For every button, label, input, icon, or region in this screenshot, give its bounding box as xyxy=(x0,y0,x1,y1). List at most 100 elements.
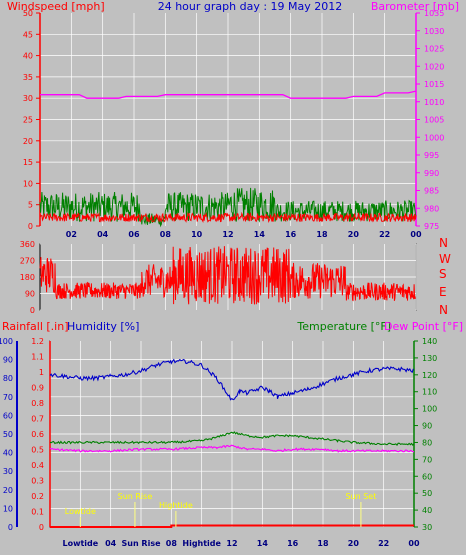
rainfall-tick-label: 0.7 xyxy=(31,415,44,424)
humidity-tick-label: 10 xyxy=(3,504,13,513)
temperature-tick-label: 90 xyxy=(422,422,432,431)
temperature-tick-label: 120 xyxy=(422,371,437,380)
panel3-x-tick-label: 14 xyxy=(257,539,269,548)
panel3-x-tick-label: 04 xyxy=(105,539,117,548)
windspeed-tick-label: 15 xyxy=(23,158,33,167)
rainfall-tick-label: 0 xyxy=(39,523,44,532)
panel1-x-tick-label: 04 xyxy=(97,230,109,239)
barometer-tick-label: 1025 xyxy=(424,45,444,54)
panel3-x-tick-label: 20 xyxy=(348,539,360,548)
dewpoint-axis-label: Dew Point [°F] xyxy=(384,320,463,333)
panel3-x-tick-label: Hightide xyxy=(182,539,221,548)
humidity-axis-label: Humidity [%] xyxy=(67,320,139,333)
windspeed-tick-label: 50 xyxy=(23,9,33,18)
barometer-tick-label: 980 xyxy=(424,204,439,213)
barometer-tick-label: 985 xyxy=(424,187,439,196)
barometer-axis-label: Barometer [mb] xyxy=(371,0,459,13)
panel1-x-tick-label: 08 xyxy=(160,230,172,239)
barometer-tick-label: 1030 xyxy=(424,27,444,36)
barometer-tick-label: 990 xyxy=(424,169,439,178)
barometer-tick-label: 1015 xyxy=(424,80,444,89)
barometer-tick-label: 995 xyxy=(424,151,439,160)
rainfall-line xyxy=(50,524,414,528)
panel1-x-tick-label: 22 xyxy=(379,230,390,239)
temperature-tick-label: 80 xyxy=(422,438,432,447)
humidity-tick-label: 80 xyxy=(3,374,13,383)
temperature-tick-label: 100 xyxy=(422,405,437,414)
barometer-tick-label: 1035 xyxy=(424,9,444,18)
gust-line xyxy=(39,211,417,224)
rainfall-tick-label: 0.9 xyxy=(31,384,44,393)
panel3-x-tick-label: 12 xyxy=(226,539,237,548)
temperature-line xyxy=(49,431,415,446)
direction-tick-label: 90 xyxy=(25,290,35,299)
panel1-x-tick-label: 06 xyxy=(128,230,140,239)
temperature-tick-label: 110 xyxy=(422,388,437,397)
humidity-tick-label: 100 xyxy=(0,337,13,346)
direction-tick-label: 0 xyxy=(30,306,35,315)
panel3-x-tick-label: Lowtide xyxy=(62,539,98,548)
rainfall-tick-label: 1.2 xyxy=(31,337,44,346)
windspeed-line xyxy=(39,187,417,228)
panel1-x-tick-label: 12 xyxy=(222,230,233,239)
windspeed-tick-label: 10 xyxy=(23,179,33,188)
direction-tick-label: 270 xyxy=(20,257,35,266)
windspeed-tick-label: 0 xyxy=(28,222,33,231)
temperature-axis-label: Temperature [°F] xyxy=(296,320,391,333)
panel3-x-tick-label: 00 xyxy=(408,539,420,548)
rainfall-tick-label: 0.4 xyxy=(31,461,44,470)
panel1-x-tick-label: 16 xyxy=(285,230,297,239)
humidity-tick-label: 90 xyxy=(3,356,13,365)
rainfall-axis-label: Rainfall [.in] xyxy=(2,320,69,333)
panel1-x-tick-label: 20 xyxy=(348,230,360,239)
direction-label-w: W xyxy=(439,252,451,266)
temperature-tick-label: 130 xyxy=(422,354,437,363)
direction-label-n-bottom: N xyxy=(439,303,448,317)
wind-direction-line xyxy=(39,246,416,305)
barometer-tick-label: 1020 xyxy=(424,62,444,71)
panel3-x-tick-label: 08 xyxy=(166,539,178,548)
windspeed-tick-label: 20 xyxy=(23,137,33,146)
panel1-x-tick-label: 02 xyxy=(66,230,77,239)
rainfall-tick-label: 0.6 xyxy=(31,430,44,439)
chart-title: 24 hour graph day : 19 May 2012 xyxy=(158,0,343,13)
panel1-x-tick-label: 14 xyxy=(254,230,266,239)
windspeed-tick-label: 5 xyxy=(28,201,33,210)
rainfall-tick-label: 0.3 xyxy=(31,477,44,486)
lowtide-annotation: Lowtide xyxy=(65,507,96,516)
hightide-annotation: Hightide xyxy=(159,501,193,510)
humidity-tick-label: 30 xyxy=(3,467,13,476)
panel3-x-tick-label: 22 xyxy=(378,539,389,548)
humidity-tick-label: 40 xyxy=(3,449,13,458)
barometer-tick-label: 1000 xyxy=(424,133,444,142)
direction-tick-label: 180 xyxy=(20,273,35,282)
humidity-tick-label: 70 xyxy=(3,393,13,402)
rainfall-tick-label: 0.5 xyxy=(31,446,44,455)
rainfall-tick-label: 1.1 xyxy=(31,353,44,362)
dewpoint-line xyxy=(49,444,415,453)
humidity-line xyxy=(49,358,414,401)
panel1-x-tick-label: 00 xyxy=(410,230,422,239)
direction-label-e: E xyxy=(439,285,447,299)
rainfall-tick-label: 1 xyxy=(39,368,44,377)
temperature-tick-label: 60 xyxy=(422,472,432,481)
windspeed-tick-label: 40 xyxy=(23,52,33,61)
windspeed-axis-label: Windspeed [mph] xyxy=(7,0,105,13)
rainfall-tick-label: 0.1 xyxy=(31,508,44,517)
panel3-x-tick-label: 16 xyxy=(287,539,299,548)
temperature-tick-label: 140 xyxy=(422,337,437,346)
panel1-x-tick-label: 18 xyxy=(316,230,328,239)
panel3-x-tick-label: Sun Rise xyxy=(121,539,161,548)
direction-label-n-top: N xyxy=(439,236,448,250)
humidity-tick-label: 50 xyxy=(3,430,13,439)
temperature-tick-label: 40 xyxy=(422,506,432,515)
temperature-tick-label: 70 xyxy=(422,455,432,464)
chart-layer: 0510152025303540455097598098599099510001… xyxy=(0,9,444,548)
panel3-x-tick-label: 18 xyxy=(317,539,329,548)
rainfall-tick-label: 0.8 xyxy=(31,399,44,408)
windspeed-tick-label: 45 xyxy=(23,30,33,39)
humidity-tick-label: 0 xyxy=(8,523,13,532)
humidity-tick-label: 60 xyxy=(3,411,13,420)
barometer-tick-label: 975 xyxy=(424,222,439,231)
